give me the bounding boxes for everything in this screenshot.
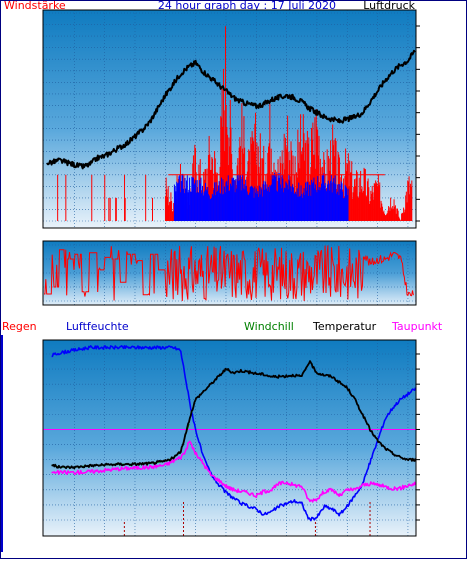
temperature-line <box>51 360 417 470</box>
panel3-frame <box>42 339 417 537</box>
wind-direction-line <box>44 245 414 302</box>
header-right: Luftdruck <box>363 0 415 12</box>
panel1-frame <box>42 9 417 229</box>
panel1-series <box>46 26 416 221</box>
header-left: Windstärke <box>4 0 66 12</box>
legend-temperatur: Temperatur <box>312 320 377 333</box>
panel2-series <box>44 245 414 302</box>
dewpoint-line <box>51 440 417 503</box>
legend-luftfeuchte: Luftfeuchte <box>66 320 129 333</box>
panel3-axes <box>416 353 420 521</box>
legend-regen: Regen <box>2 320 37 333</box>
humidity-line <box>51 345 417 522</box>
pressure-line <box>46 49 416 170</box>
panel3-series <box>43 345 417 536</box>
legend-windchill: Windchill <box>244 320 294 333</box>
legend-taupunkt: Taupunkt <box>391 320 443 333</box>
panel3-background <box>43 340 416 536</box>
panel2-frame <box>42 240 417 306</box>
panel1-axes <box>416 25 420 222</box>
page-title: 24 hour graph day : 17 Juli 2020 <box>158 0 336 12</box>
